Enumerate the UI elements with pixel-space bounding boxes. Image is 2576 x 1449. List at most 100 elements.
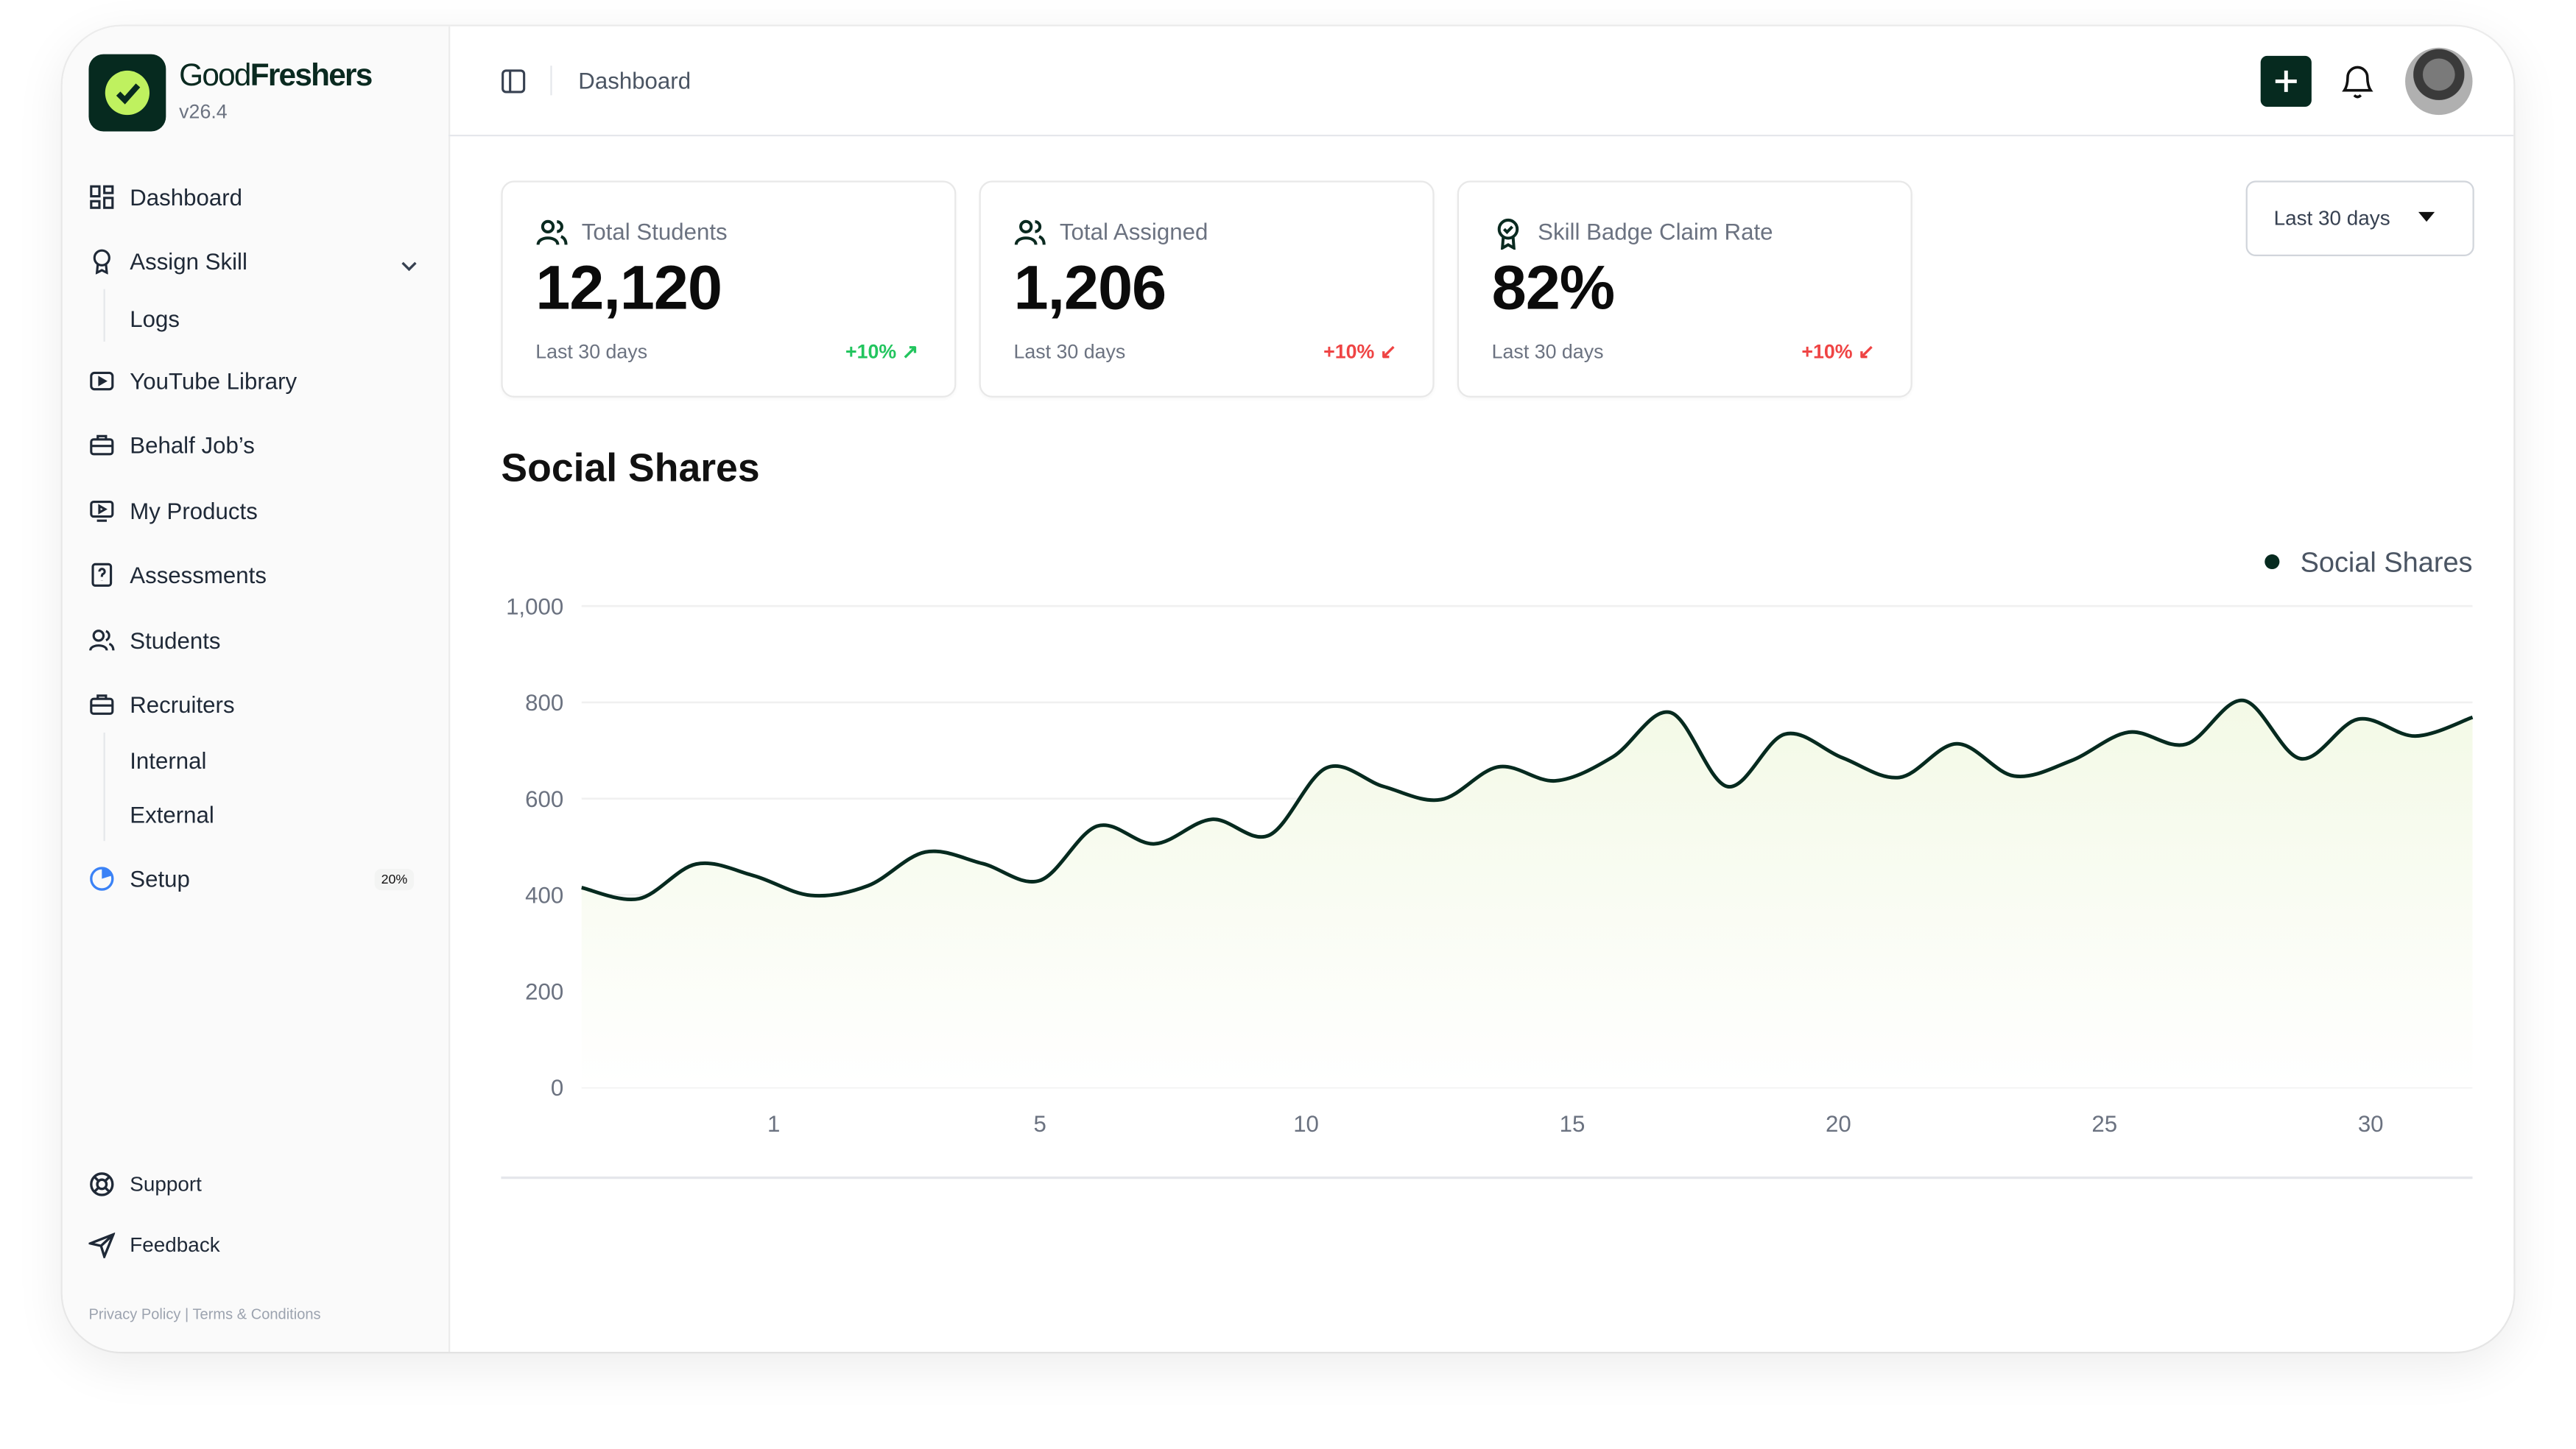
y-tick-label: 0 xyxy=(551,1075,563,1101)
send-icon xyxy=(88,1232,116,1258)
sidebar-item-label: YouTube Library xyxy=(130,367,298,395)
legend-marker xyxy=(2264,554,2280,570)
x-tick-label: 1 xyxy=(767,1111,780,1137)
sidebar-toggle-icon[interactable] xyxy=(501,69,526,94)
product-icon xyxy=(90,500,114,522)
add-button[interactable] xyxy=(2260,55,2312,107)
arrow-down-left-icon: ↙ xyxy=(1858,339,1875,364)
video-icon xyxy=(90,371,114,391)
date-range-dropdown[interactable]: Last 30 days xyxy=(2245,180,2474,257)
stat-change: +10% ↙ xyxy=(1801,339,1875,364)
plus-icon xyxy=(2275,70,2297,92)
y-tick-label: 200 xyxy=(525,979,563,1004)
y-tick-label: 800 xyxy=(525,690,563,716)
version: v26.4 xyxy=(179,100,228,124)
x-tick-label: 10 xyxy=(1293,1111,1319,1137)
question-file-icon xyxy=(91,563,113,587)
dropdown-value: Last 30 days xyxy=(2273,207,2390,230)
sidebar-item-dashboard[interactable]: Dashboard xyxy=(88,184,242,211)
stat-value: 1,206 xyxy=(1013,254,1166,324)
brand-name: GoodFreshers xyxy=(179,59,373,94)
legend-label: Social Shares xyxy=(2301,547,2473,578)
logo[interactable] xyxy=(88,54,166,132)
chevron-down-icon[interactable] xyxy=(399,256,419,276)
briefcase-icon xyxy=(90,434,114,456)
setup-progress-badge: 20% xyxy=(374,869,415,891)
sidebar-item-label: Assessments xyxy=(130,561,267,588)
x-tick-label: 5 xyxy=(1033,1111,1046,1137)
divider xyxy=(103,732,105,842)
sidebar-item-support[interactable]: Support xyxy=(88,1171,202,1198)
dashboard-grid-icon xyxy=(90,185,114,209)
divider xyxy=(550,66,552,96)
sidebar-item-label: Feedback xyxy=(130,1233,220,1257)
sidebar-item-assign-skill[interactable]: Assign Skill xyxy=(88,248,247,275)
stat-change: +10% ↙ xyxy=(1323,339,1397,364)
sidebar: GoodFreshers v26.4 Dashboard Assign Skil… xyxy=(62,26,451,1353)
y-tick-label: 400 xyxy=(525,883,563,909)
stat-period: Last 30 days xyxy=(1013,339,1126,364)
badge-icon xyxy=(93,249,110,275)
separator: | xyxy=(185,1305,189,1322)
x-tick-label: 30 xyxy=(2358,1111,2384,1137)
sidebar-item-label: My Products xyxy=(130,497,258,524)
sidebar-item-label: Students xyxy=(130,627,221,654)
divider xyxy=(103,289,105,342)
lifebuoy-icon xyxy=(90,1172,114,1196)
chart-series-line xyxy=(581,698,2474,902)
top-header: Dashboard xyxy=(448,27,2514,137)
bell-icon[interactable] xyxy=(2340,59,2376,102)
stat-value: 12,120 xyxy=(535,254,722,324)
sidebar-item-label: Dashboard xyxy=(130,183,243,211)
stat-value: 82% xyxy=(1491,254,1615,324)
stat-label: Skill Badge Claim Rate xyxy=(1538,218,1773,245)
breadcrumb: Dashboard xyxy=(578,67,691,94)
sidebar-item-setup[interactable]: Setup xyxy=(88,865,190,892)
sidebar-subitem-logs[interactable]: Logs xyxy=(130,305,180,332)
user-avatar[interactable] xyxy=(2405,47,2473,116)
x-tick-label: 25 xyxy=(2091,1111,2117,1137)
privacy-policy-link[interactable]: Privacy Policy xyxy=(88,1305,181,1322)
sidebar-item-label: Setup xyxy=(130,865,190,892)
users-icon xyxy=(1014,219,1046,245)
sidebar-item-label: Recruiters xyxy=(130,691,235,718)
x-tick-label: 20 xyxy=(1826,1111,1851,1137)
arrow-up-right-icon: ↗ xyxy=(901,339,919,364)
stat-card-total-assigned: Total Assigned 1,206 Last 30 days +10% ↙ xyxy=(979,180,1435,398)
stat-label: Total Students xyxy=(581,218,728,245)
check-icon xyxy=(105,70,150,116)
section-title: Social Shares xyxy=(501,446,760,492)
sidebar-item-label: Support xyxy=(130,1172,202,1196)
stat-period: Last 30 days xyxy=(535,339,648,364)
sidebar-item-label: Behalf Job’s xyxy=(130,431,255,459)
sidebar-item-recruiters[interactable]: Recruiters xyxy=(88,691,235,718)
users-icon xyxy=(536,219,568,245)
stat-period: Last 30 days xyxy=(1491,339,1604,364)
stat-label: Total Assigned xyxy=(1059,218,1208,245)
caret-down-icon xyxy=(2418,211,2435,222)
chart-area-fill xyxy=(581,700,2473,1087)
arrow-down-left-icon: ↙ xyxy=(1379,339,1397,364)
sidebar-item-behalf-jobs[interactable]: Behalf Job’s xyxy=(88,431,255,459)
progress-pie-icon xyxy=(90,867,114,891)
sidebar-item-assessments[interactable]: Assessments xyxy=(88,561,267,588)
sidebar-item-students[interactable]: Students xyxy=(88,627,221,654)
sidebar-item-my-products[interactable]: My Products xyxy=(88,497,258,524)
sidebar-item-label: Assign Skill xyxy=(130,247,247,275)
sidebar-item-feedback[interactable]: Feedback xyxy=(88,1232,220,1258)
app-window: GoodFreshers v26.4 Dashboard Assign Skil… xyxy=(62,26,2514,1353)
award-badge-icon xyxy=(1497,218,1519,250)
sidebar-item-youtube-library[interactable]: YouTube Library xyxy=(88,367,298,395)
x-tick-label: 15 xyxy=(1560,1111,1586,1137)
users-icon xyxy=(89,630,115,651)
terms-link[interactable]: Terms & Conditions xyxy=(192,1305,321,1322)
stat-card-total-students: Total Students 12,120 Last 30 days +10% … xyxy=(501,180,957,398)
footer-links: Privacy Policy | Terms & Conditions xyxy=(88,1306,320,1322)
sidebar-subitem-internal[interactable]: Internal xyxy=(130,747,207,774)
stat-change: +10% ↗ xyxy=(845,339,919,364)
sidebar-subitem-external[interactable]: External xyxy=(130,801,214,828)
y-tick-label: 600 xyxy=(525,786,563,812)
y-tick-label: 1,000 xyxy=(506,593,563,619)
briefcase-icon xyxy=(90,694,114,715)
